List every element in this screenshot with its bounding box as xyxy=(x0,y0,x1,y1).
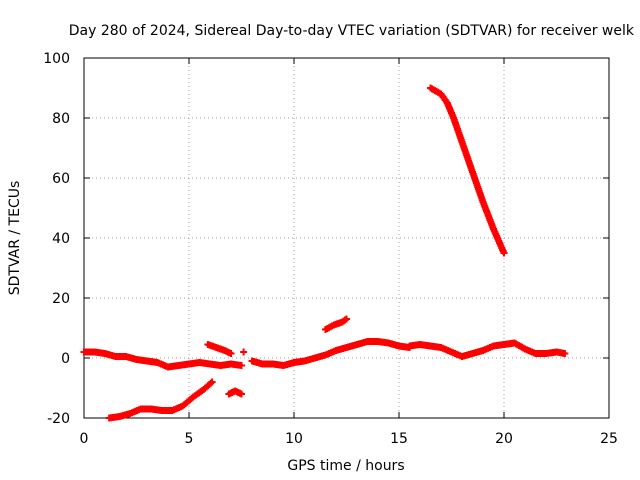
y-tick-label: -20 xyxy=(47,411,70,427)
data-point xyxy=(343,315,350,323)
series-track-h xyxy=(406,339,569,360)
data-point xyxy=(227,350,235,357)
data-points xyxy=(80,84,569,422)
grid-lines xyxy=(84,58,609,418)
data-point xyxy=(500,249,508,257)
y-tick-label: 60 xyxy=(52,171,70,187)
data-point xyxy=(561,350,569,357)
series-track-b xyxy=(105,378,216,422)
series-track-c xyxy=(204,341,235,357)
y-tick-label: 0 xyxy=(61,351,70,367)
y-tick-label: 80 xyxy=(52,111,70,127)
series-track-d xyxy=(225,387,245,398)
x-tick-label: 0 xyxy=(80,431,89,447)
chart-title: Day 280 of 2024, Sidereal Day-to-day VTE… xyxy=(69,23,635,39)
series-track-a xyxy=(80,348,245,371)
series-track-f xyxy=(248,338,413,369)
series-track-g xyxy=(322,315,350,333)
data-point xyxy=(208,378,216,386)
x-tick-label: 15 xyxy=(390,431,408,447)
x-tick-label: 25 xyxy=(600,431,618,447)
y-tick-label: 100 xyxy=(43,51,70,67)
x-axis-label: GPS time / hours xyxy=(287,458,404,474)
x-tick-label: 10 xyxy=(285,431,303,447)
data-point xyxy=(238,362,245,369)
y-tick-label: 20 xyxy=(52,291,70,307)
x-tick-label: 5 xyxy=(185,431,194,447)
y-tick-label: 40 xyxy=(52,231,70,247)
y-axis-label: SDTVAR / TECUs xyxy=(7,181,23,296)
x-axis-ticks: 0 5 10 15 20 25 xyxy=(80,58,618,447)
x-tick-label: 20 xyxy=(495,431,513,447)
data-point xyxy=(238,390,245,398)
series-track-e xyxy=(240,348,248,356)
y-axis-ticks: -20 0 20 40 60 80 100 xyxy=(43,51,609,427)
series-track-i xyxy=(427,84,508,257)
data-point xyxy=(240,348,248,356)
